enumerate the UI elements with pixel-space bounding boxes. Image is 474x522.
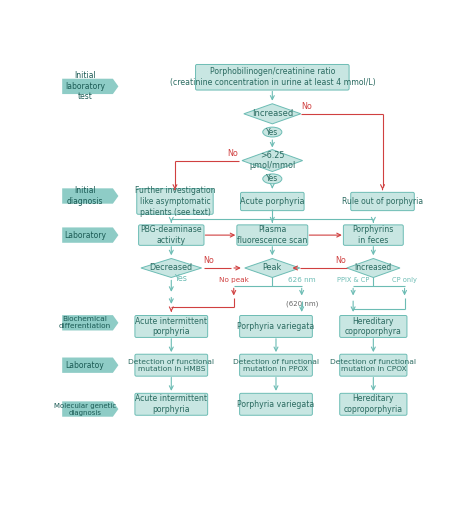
FancyBboxPatch shape [343, 225, 403, 245]
Polygon shape [62, 358, 118, 373]
FancyBboxPatch shape [240, 192, 304, 211]
Text: Further investigation
like asymptomatic
patients (see text): Further investigation like asymptomatic … [135, 186, 215, 217]
Polygon shape [244, 104, 301, 124]
Text: Porphyrins
in feces: Porphyrins in feces [353, 225, 394, 245]
Text: Acute intermittent
porphyria: Acute intermittent porphyria [135, 395, 207, 414]
Text: Porphobilinogen/creatinine ratio
(creatinine concentration in urine at least 4 m: Porphobilinogen/creatinine ratio (creati… [170, 67, 375, 87]
Text: No peak: No peak [219, 277, 249, 283]
Text: Laboratoy: Laboratoy [65, 361, 104, 370]
Text: PPIX & CP: PPIX & CP [337, 277, 369, 283]
FancyBboxPatch shape [135, 394, 208, 416]
Polygon shape [62, 228, 118, 243]
Ellipse shape [263, 174, 282, 184]
FancyBboxPatch shape [137, 188, 213, 215]
FancyBboxPatch shape [237, 225, 308, 245]
Polygon shape [62, 188, 118, 204]
Text: Hereditary
coproporphyria: Hereditary coproporphyria [344, 395, 403, 414]
Text: Yes: Yes [266, 174, 278, 183]
Text: No: No [301, 102, 312, 111]
Text: Initial
diagnosis: Initial diagnosis [67, 186, 103, 206]
Text: Porphyria variegata: Porphyria variegata [237, 322, 315, 331]
FancyBboxPatch shape [138, 225, 204, 245]
Text: 626 nm: 626 nm [288, 277, 316, 283]
Text: No: No [335, 256, 346, 265]
Text: >6.25
μmol/mmol: >6.25 μmol/mmol [249, 151, 295, 170]
Text: PBG-deaminase
activity: PBG-deaminase activity [140, 225, 202, 245]
Text: No: No [228, 149, 238, 158]
Text: Plasma
fluorescence scan: Plasma fluorescence scan [237, 225, 308, 245]
Text: Molecular genetic
diagnosis: Molecular genetic diagnosis [54, 402, 116, 416]
Text: Peak: Peak [263, 264, 282, 272]
Text: Increased: Increased [252, 109, 293, 118]
Polygon shape [62, 315, 118, 330]
Polygon shape [242, 150, 302, 172]
FancyBboxPatch shape [240, 354, 312, 376]
Text: (620 nm): (620 nm) [285, 301, 318, 307]
FancyBboxPatch shape [135, 315, 208, 337]
Text: Acute porphyria: Acute porphyria [240, 197, 305, 206]
Polygon shape [141, 258, 201, 278]
Text: Biochemical
differentiation: Biochemical differentiation [59, 316, 111, 329]
Polygon shape [62, 401, 118, 417]
FancyBboxPatch shape [340, 354, 407, 376]
FancyBboxPatch shape [351, 192, 414, 211]
FancyBboxPatch shape [240, 315, 312, 337]
Text: Porphyria variegata: Porphyria variegata [237, 400, 315, 409]
FancyBboxPatch shape [340, 394, 407, 416]
Polygon shape [346, 258, 400, 278]
Text: Decreased: Decreased [150, 264, 193, 272]
Text: Yes: Yes [266, 127, 278, 137]
Polygon shape [62, 79, 118, 94]
Text: Increased: Increased [355, 264, 392, 272]
Text: No: No [204, 256, 215, 265]
Text: Rule out of porphyria: Rule out of porphyria [342, 197, 423, 206]
Text: Detection of functional
mutation in HMBS: Detection of functional mutation in HMBS [128, 359, 214, 372]
Text: Detection of functional
mutation in CPOX: Detection of functional mutation in CPOX [330, 359, 416, 372]
FancyBboxPatch shape [340, 315, 407, 337]
FancyBboxPatch shape [135, 354, 208, 376]
FancyBboxPatch shape [240, 394, 312, 416]
Text: Acute intermittent
porphyria: Acute intermittent porphyria [135, 316, 207, 336]
Text: Laboratory: Laboratory [64, 231, 106, 240]
Polygon shape [245, 258, 300, 278]
Text: Initial
laboratory
test: Initial laboratory test [65, 72, 105, 101]
Text: Yes: Yes [174, 274, 187, 283]
Text: Hereditary
coproporphyra: Hereditary coproporphyra [345, 316, 402, 336]
Ellipse shape [263, 127, 282, 137]
Text: CP only: CP only [392, 277, 417, 283]
FancyBboxPatch shape [196, 65, 349, 90]
Text: Detection of functional
mutation in PPOX: Detection of functional mutation in PPOX [233, 359, 319, 372]
